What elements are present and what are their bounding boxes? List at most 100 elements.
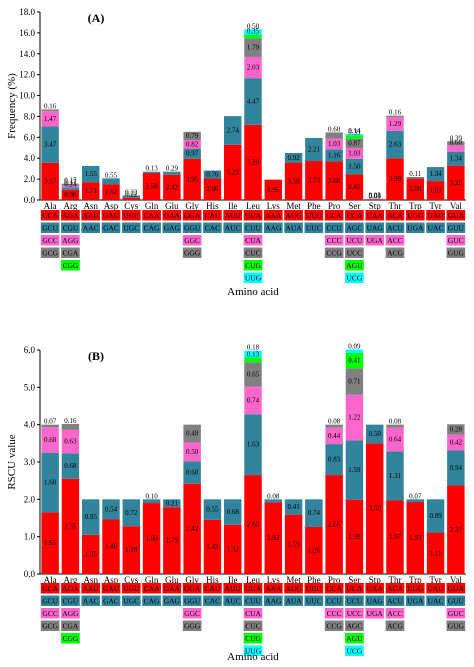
codon-label: UAG	[367, 596, 384, 605]
bar-segment	[406, 501, 425, 574]
codon-label: CGG	[63, 634, 79, 643]
codon-box	[324, 583, 344, 594]
bar-segment	[203, 499, 222, 520]
codon-label: CGU	[63, 223, 79, 232]
codon-label: AUG	[285, 211, 302, 220]
codon-box	[162, 595, 182, 606]
bar-segment	[163, 499, 181, 508]
codon-label: GUU	[448, 223, 465, 232]
y-tick-label: 2.0	[24, 174, 36, 184]
codon-box	[142, 222, 161, 233]
y-tick-label: 4.0	[24, 420, 36, 430]
codon-box	[243, 235, 263, 246]
codon-label: GAG	[164, 596, 181, 605]
bar-segment	[406, 177, 425, 179]
codon-box	[121, 595, 141, 606]
data-label: 1.05	[85, 550, 98, 558]
codon-label: AUA	[285, 596, 302, 605]
codon-box	[263, 210, 283, 221]
codon-box	[345, 260, 364, 271]
codon-label: GAG	[164, 223, 181, 232]
y-tick-label: 10.0	[19, 91, 35, 101]
bar-segment	[142, 171, 161, 174]
bar-segment	[244, 362, 262, 387]
chart-panel-b: 0.0 1.0 2.0 3.0 4.0 5.0 6.0 RSCU value (B) 1.65 1.…	[6, 343, 466, 663]
bar-segment	[386, 117, 404, 131]
bar-segment	[122, 195, 141, 198]
bar-segment	[365, 199, 384, 200]
codon-box	[446, 235, 466, 246]
codon-label: UCA	[347, 584, 363, 593]
codon-box	[101, 583, 121, 594]
codon-label: UUG	[245, 646, 262, 655]
data-label: 7.20	[247, 158, 260, 166]
codon-box	[101, 595, 121, 606]
bar-segment	[325, 475, 343, 574]
x-tick-label: Glu	[165, 201, 179, 211]
codon-box	[243, 210, 263, 221]
codon-label: CCC	[327, 236, 342, 245]
data-label: 3.50	[369, 505, 382, 513]
bar-segment	[102, 519, 120, 574]
bar-segment	[41, 162, 59, 200]
bar-segment	[183, 442, 201, 462]
codon-box	[61, 620, 80, 631]
bar-segment	[223, 116, 242, 145]
data-label: 3.99	[389, 175, 402, 183]
codon-label: UGU	[123, 584, 140, 593]
data-label: 1.52	[105, 188, 118, 196]
data-label: 0.92	[287, 154, 300, 162]
codon-label: AGU	[346, 261, 363, 270]
data-label: 0.42	[450, 439, 463, 447]
codon-box	[61, 583, 80, 594]
bar-segment	[163, 174, 181, 200]
bar-segment	[41, 109, 59, 112]
data-label: 0.17	[64, 178, 77, 186]
codon-label: GUG	[448, 248, 465, 257]
bar-segment	[244, 38, 262, 57]
codon-box	[40, 235, 60, 246]
bar-segment	[325, 149, 343, 162]
bar-segment	[142, 173, 161, 200]
codon-label: UUU	[306, 211, 323, 220]
bar-segment	[264, 179, 283, 200]
bar-segment	[61, 423, 80, 430]
codon-box	[385, 210, 405, 221]
codon-box	[81, 583, 101, 594]
codon-label: CAC	[205, 596, 220, 605]
codon-label: CAU	[205, 211, 221, 220]
bar-segment	[325, 132, 343, 139]
data-label: 1.60	[44, 479, 57, 487]
x-tick-label: Ala	[44, 575, 57, 585]
codon-box	[324, 210, 344, 221]
codon-box	[40, 247, 60, 258]
bar-segment	[345, 135, 364, 139]
data-label: 0.18	[247, 344, 260, 352]
codon-box	[405, 595, 425, 606]
codon-label: GCG	[42, 621, 58, 630]
bar-segment	[426, 181, 445, 200]
data-label: 0.74	[308, 509, 321, 517]
codon-box	[142, 595, 161, 606]
data-label: 0.55	[206, 506, 219, 514]
panel-label: (A)	[88, 11, 105, 25]
codon-box	[324, 595, 344, 606]
data-label: 1.95	[267, 186, 280, 194]
codon-box	[324, 247, 344, 258]
data-label: 0.55	[105, 171, 118, 179]
codon-box	[182, 210, 202, 221]
data-label: 0.13	[145, 165, 158, 173]
bar-segment	[345, 174, 364, 200]
x-tick-label: Thr	[389, 201, 402, 211]
data-label: 0.50	[247, 22, 260, 30]
data-label: 2.63	[389, 141, 402, 149]
data-label: 3.68	[328, 177, 341, 185]
bar-segment	[386, 451, 404, 501]
data-label: 2.21	[308, 146, 321, 154]
bar-segment	[183, 424, 201, 443]
x-tick-label: Cys	[124, 201, 139, 211]
x-tick-label: Gly	[185, 575, 199, 585]
bar-segment	[325, 138, 343, 150]
bar-segment	[41, 452, 59, 513]
codon-label: UGA	[407, 596, 424, 605]
